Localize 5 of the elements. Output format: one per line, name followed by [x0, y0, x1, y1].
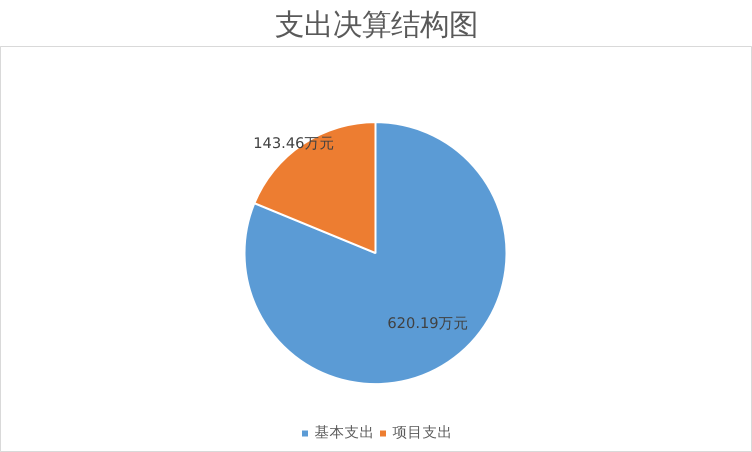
legend-label: 项目支出 — [392, 423, 452, 442]
data-label: 620.19万元 — [387, 314, 469, 332]
legend-label: 基本支出 — [314, 423, 374, 442]
chart-title: 支出决算结构图 — [275, 8, 478, 42]
data-label: 143.46万元 — [253, 135, 335, 152]
